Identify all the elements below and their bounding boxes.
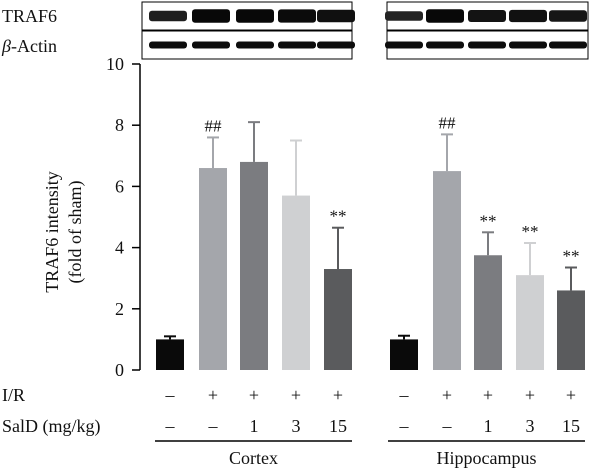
group-labels: Cortex Hippocampus (155, 440, 585, 468)
significance-hippocampus-2: ## (439, 113, 457, 132)
beta-symbol: β (1, 36, 11, 56)
bar-cortex-4 (282, 195, 310, 370)
error-bars (164, 121, 577, 340)
blot-band-actin-hippocampus-3 (468, 41, 506, 49)
condition-sald-mg-kg-hippocampus-3: 1 (484, 416, 493, 436)
bar-hippocampus-5 (557, 290, 585, 370)
bar-cortex-3 (240, 161, 268, 370)
blot-band-actin-cortex-3 (236, 41, 274, 49)
significance-cortex-2: ## (205, 116, 223, 135)
bar-cortex-2 (199, 168, 227, 370)
blot-band-traf6-cortex-4 (278, 9, 316, 23)
condition-i-r-cortex-4: + (291, 385, 301, 405)
blot-band-traf6-cortex-3 (236, 9, 274, 23)
y-tick-label-6: 6 (115, 176, 124, 196)
condition-i-r-hippocampus-5: + (566, 385, 576, 405)
condition-sald-mg-kg-cortex-1: – (165, 416, 176, 436)
condition-label-sald-mg-kg: SalD (mg/kg) (2, 416, 101, 437)
significance-marks: ## ** ## ** ** ** (205, 113, 580, 265)
bar-cortex-5 (324, 269, 352, 370)
blot-band-actin-cortex-2 (192, 41, 230, 49)
significance-hippocampus-4: ** (522, 222, 539, 241)
blot-band-actin-cortex-1 (149, 41, 187, 49)
condition-i-r-hippocampus-1: – (399, 385, 410, 405)
condition-i-r-hippocampus-3: + (483, 385, 493, 405)
condition-i-r-cortex-3: + (249, 385, 259, 405)
actin-label: -Actin (11, 36, 57, 56)
bar-hippocampus-1 (390, 339, 418, 370)
group-label-hippocampus: Hippocampus (437, 448, 537, 468)
condition-i-r-cortex-1: – (165, 385, 176, 405)
condition-i-r-hippocampus-4: + (525, 385, 535, 405)
condition-table: I/R – + + + + – + + + + SalD (mg/kg) – – 1 3 15 – – 1 3 15 (2, 385, 580, 437)
blot-band-traf6-cortex-2 (192, 9, 230, 23)
y-axis-label-line2: (fold of sham) (65, 181, 86, 284)
blot-band-traf6-hippocampus-5 (549, 10, 587, 22)
bars (156, 161, 585, 370)
condition-sald-mg-kg-cortex-5: 15 (329, 416, 347, 436)
y-ticks: 0 2 4 6 8 10 (106, 54, 140, 380)
blot-band-actin-cortex-5 (317, 41, 355, 49)
blot-band-traf6-hippocampus-2 (426, 9, 464, 23)
blot-band-actin-hippocampus-5 (549, 41, 587, 49)
blot-band-actin-hippocampus-1 (385, 41, 423, 49)
blot-band-traf6-cortex-1 (149, 10, 187, 22)
blot-band-actin-cortex-4 (278, 41, 316, 49)
blot-band-actin-hippocampus-2 (426, 41, 464, 49)
significance-hippocampus-3: ** (480, 211, 497, 230)
significance-cortex-5: ** (330, 207, 347, 226)
y-tick-label-8: 8 (115, 115, 124, 135)
condition-i-r-hippocampus-2: + (442, 385, 452, 405)
blot-row-label-traf6: TRAF6 (2, 6, 57, 26)
bar-hippocampus-2 (433, 171, 461, 370)
blot-band-traf6-cortex-5 (317, 9, 355, 23)
condition-label-i-r: I/R (2, 385, 25, 405)
condition-sald-mg-kg-hippocampus-5: 15 (562, 416, 580, 436)
condition-sald-mg-kg-cortex-4: 3 (292, 416, 301, 436)
blot-bands (149, 9, 587, 49)
blot-row-label-actin: β-Actin (1, 36, 57, 56)
group-label-cortex: Cortex (229, 448, 278, 468)
blot-band-actin-hippocampus-4 (509, 41, 547, 49)
y-tick-label-2: 2 (115, 299, 124, 319)
blot-band-traf6-hippocampus-1 (385, 11, 423, 21)
condition-i-r-cortex-5: + (333, 385, 343, 405)
y-tick-label-10: 10 (106, 54, 124, 74)
western-blot: TRAF6 β-Actin (1, 1, 589, 60)
bar-hippocampus-4 (516, 275, 544, 370)
bar-cortex-1 (156, 339, 184, 370)
condition-sald-mg-kg-hippocampus-2: – (442, 416, 453, 436)
condition-sald-mg-kg-cortex-2: – (208, 416, 219, 436)
significance-hippocampus-5: ** (563, 246, 580, 265)
y-tick-label-0: 0 (115, 360, 124, 380)
bar-hippocampus-3 (474, 255, 502, 370)
condition-sald-mg-kg-hippocampus-1: – (399, 416, 410, 436)
y-axis-label-line1: TRAF6 intensity (42, 171, 62, 293)
condition-sald-mg-kg-cortex-3: 1 (250, 416, 259, 436)
y-tick-label-4: 4 (115, 238, 124, 258)
condition-i-r-cortex-2: + (208, 385, 218, 405)
bar-chart: TRAF6 intensity (fold of sham) 0 2 4 6 8 10 #… (2, 54, 585, 468)
blot-band-traf6-hippocampus-3 (468, 10, 506, 22)
condition-sald-mg-kg-hippocampus-4: 3 (526, 416, 535, 436)
blot-band-traf6-hippocampus-4 (509, 9, 547, 23)
